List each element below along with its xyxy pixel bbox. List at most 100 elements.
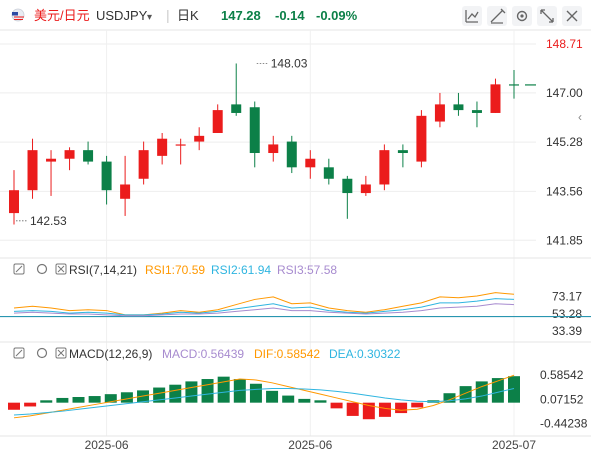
rsi-tick-label: 53.28 (552, 307, 582, 321)
price-tick-label: 143.56 (546, 184, 583, 198)
macd-histogram-bar (395, 402, 408, 414)
header-separator: | (166, 7, 170, 23)
rsi-params-label: RSI(7,14,21) (69, 263, 137, 277)
candle-body[interactable] (490, 84, 501, 113)
macd-legend-entry: DIF:0.58542 (254, 347, 320, 361)
rsi-hide-icon-slash (15, 265, 23, 273)
price-tick-label: 145.28 (546, 135, 583, 149)
macd-histogram-bar (378, 402, 391, 417)
price-tick-label: 141.85 (546, 233, 583, 247)
candle-body[interactable] (27, 150, 38, 191)
macd-hide-icon-slash (15, 349, 23, 357)
last-price: 147.28 (221, 8, 261, 23)
candle-body[interactable] (397, 150, 408, 154)
macd-params-label: MACD(12,26,9) (69, 347, 152, 361)
candlestick-panel: 148.71 147.00 145.28 143.56 141.85 148.03 142.… (0, 29, 591, 436)
candle-body[interactable] (286, 141, 297, 168)
macd-settings-icon[interactable] (36, 347, 48, 359)
macd-histogram-bar (104, 394, 117, 403)
macd-histogram-bar (282, 395, 295, 403)
macd-histogram-bar (411, 402, 424, 408)
rsi-tick-label: 73.17 (552, 290, 582, 304)
candle-body[interactable] (157, 138, 168, 156)
macd-dea-line (13, 387, 515, 416)
date-tick-label: 2025-07 (492, 438, 536, 452)
macd-histogram-bar (88, 396, 101, 403)
candle-body[interactable] (231, 104, 242, 113)
rsi-legend-entry: RSI1:70.59 (145, 263, 205, 277)
period-selector[interactable]: 日K (177, 8, 199, 23)
close-icon[interactable] (562, 6, 582, 26)
candle-body[interactable] (416, 115, 427, 162)
candle-body[interactable] (212, 110, 223, 133)
price-change: -0.14 (275, 8, 305, 23)
rsi-hide-icon[interactable] (13, 263, 25, 275)
macd-close-icon[interactable] (55, 347, 67, 359)
macd-tick-label: 0.07152 (540, 392, 584, 406)
candle-body[interactable] (434, 104, 445, 122)
price-tick-label: 147.00 (546, 86, 583, 100)
macd-histogram-bar (475, 381, 488, 403)
macd-legend-entry: DEA:0.30322 (329, 347, 401, 361)
macd-histogram-bar (120, 392, 133, 403)
flag-icon (11, 8, 25, 22)
macd-histogram-bar (491, 378, 504, 403)
macd-histogram-bar (298, 398, 311, 403)
candle-body[interactable] (138, 150, 149, 179)
candle-body[interactable] (194, 135, 205, 142)
macd-panel: MACD(12,26,9) MACD:0.56439 DIF:0.58542 DEA:… (0, 341, 591, 431)
candle-body[interactable] (101, 161, 112, 191)
settings-icon[interactable] (512, 6, 532, 26)
rsi-tick-label: 33.39 (552, 324, 582, 338)
rsi-series-line (13, 303, 515, 317)
macd-histogram-bar (266, 390, 279, 403)
rsi-close-icon[interactable] (55, 263, 67, 275)
macd-histogram-bar (508, 376, 520, 403)
fullscreen-icon[interactable] (537, 6, 557, 26)
candle-body[interactable] (471, 110, 482, 113)
rsi-series-line (13, 298, 515, 316)
macd-tick-label: 0.58542 (540, 368, 584, 382)
macd-histogram-bar (314, 400, 327, 403)
candle-body[interactable] (305, 158, 316, 168)
collapse-arrow-icon[interactable]: ‹ (578, 110, 582, 124)
candle-body[interactable] (453, 104, 464, 111)
price-annotation: 142.53 (30, 214, 67, 228)
candle-body[interactable] (268, 144, 279, 154)
rsi-settings-icon[interactable] (36, 263, 48, 275)
date-tick-label: 2025-06 (288, 438, 332, 452)
rsi-panel: RSI(7,14,21) RSI1:70.59 RSI2:61.94 RSI3:57.… (0, 257, 591, 338)
macd-histogram-bar (443, 393, 456, 403)
candle-body[interactable] (83, 150, 94, 162)
symbol-cn[interactable]: 美元/日元 (34, 8, 90, 23)
candle-body[interactable] (249, 107, 260, 154)
candle-body[interactable] (120, 184, 131, 199)
price-change-pct: -0.09% (316, 8, 358, 23)
macd-dif-line (13, 374, 515, 419)
macd-hide-icon[interactable] (13, 347, 25, 359)
candle-body[interactable] (360, 184, 371, 194)
macd-histogram-bar (40, 400, 53, 403)
candle-body[interactable] (46, 158, 57, 162)
candle-body[interactable] (342, 178, 353, 194)
macd-histogram-bar (72, 397, 85, 403)
symbol-code[interactable]: USDJPY (96, 8, 148, 23)
candle-body[interactable] (9, 190, 19, 214)
draw-icon[interactable] (487, 6, 507, 26)
macd-histogram-bar (249, 383, 262, 403)
candle-body[interactable] (379, 150, 390, 185)
indicator-icon[interactable] (462, 6, 482, 26)
candle-body[interactable] (509, 84, 519, 86)
rsi-series-line (13, 292, 515, 316)
chevron-down-icon[interactable]: ▾ (147, 12, 152, 23)
candle-body[interactable] (64, 150, 75, 159)
macd-histogram-bar (24, 402, 37, 407)
candle-body[interactable] (323, 167, 334, 179)
candle-body[interactable] (175, 144, 186, 146)
macd-histogram-bar (201, 379, 214, 403)
date-axis: 2025-06 2025-06 2025-07 (0, 435, 591, 452)
rsi-close-glyph (57, 265, 65, 273)
macd-histogram-bar (8, 402, 20, 410)
macd-histogram-bar (169, 384, 182, 403)
price-annotation: 148.03 (271, 56, 308, 70)
